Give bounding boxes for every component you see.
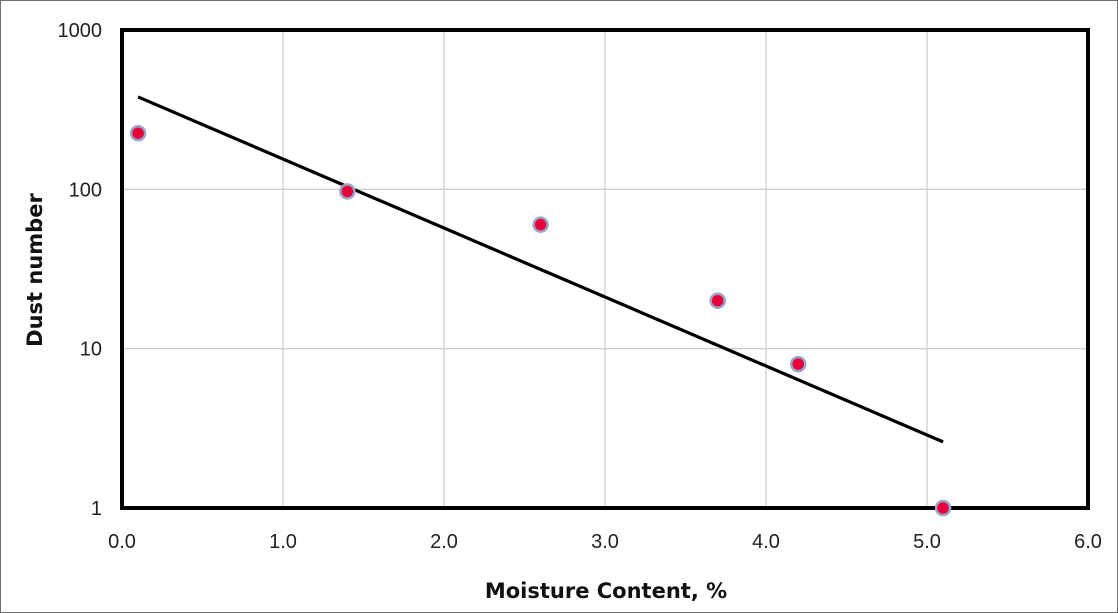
x-axis-title: Moisture Content, % (485, 579, 727, 603)
y-tick-label: 10 (80, 339, 102, 361)
x-tick-label: 5.0 (913, 531, 941, 553)
y-tick-labels: 1 10 100 1000 (58, 20, 103, 520)
data-point (934, 499, 952, 517)
trendlines (137, 95, 944, 444)
data-point (789, 355, 807, 373)
x-tick-labels: 0.0 1.0 2.0 3.0 4.0 5.0 6.0 (108, 531, 1102, 553)
x-tick-label: 0.0 (108, 531, 136, 553)
plot-border (120, 28, 1090, 510)
x-tick-label: 6.0 (1074, 531, 1102, 553)
data-points (129, 124, 952, 517)
data-point (532, 216, 549, 233)
y-tick-label: 1000 (58, 20, 103, 42)
trendline (137, 95, 944, 444)
x-tick-label: 3.0 (591, 531, 619, 553)
data-point (339, 183, 356, 200)
data-point (129, 124, 147, 142)
x-tick-label: 1.0 (269, 531, 297, 553)
y-tick-label: 100 (69, 179, 102, 201)
data-point (709, 292, 726, 309)
y-tick-label: 1 (91, 498, 102, 520)
grid (121, 29, 1089, 509)
x-tick-label: 2.0 (430, 531, 458, 553)
y-axis-title: Dust number (23, 193, 47, 347)
x-tick-label: 4.0 (752, 531, 780, 553)
